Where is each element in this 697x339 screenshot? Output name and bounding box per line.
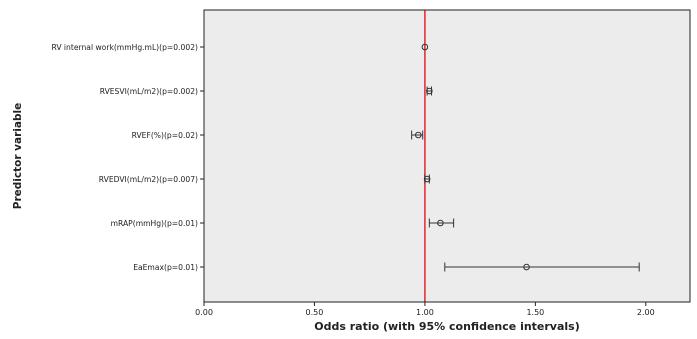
plot-border: [203, 9, 691, 303]
x-tick-label: 2.00: [637, 308, 655, 317]
odds-ratio-point: [421, 43, 429, 51]
predictor-row: [423, 174, 431, 184]
predictor-label: RVEF(%)(p=0.02): [132, 131, 198, 140]
predictor-label: EaEmax(p=0.01): [133, 263, 198, 272]
odds-ratio-point: [414, 131, 422, 139]
odds-ratio-point: [523, 263, 530, 271]
y-axis-title: Predictor variable: [12, 103, 24, 209]
predictor-label: RVEDVI(mL/m2)(p=0.007): [99, 175, 198, 184]
predictor-row: [444, 262, 640, 272]
odds-ratio-point: [426, 87, 433, 95]
x-tick-label: 1.00: [416, 308, 434, 317]
odds-ratio-point: [437, 219, 444, 227]
predictor-label: RVESVI(mL/m2)(p=0.002): [100, 87, 198, 96]
predictor-row: [421, 43, 429, 51]
x-tick-label: 0.50: [306, 308, 324, 317]
x-tick-label: 1.50: [526, 308, 544, 317]
x-tick-label: 0.00: [195, 308, 213, 317]
odds-ratio-point: [423, 175, 431, 183]
predictor-label: mRAP(mmHg)(p=0.01): [111, 219, 198, 228]
predictor-row: [426, 86, 433, 96]
predictor-row: [428, 218, 455, 228]
x-axis-title: Odds ratio (with 95% confidence interval…: [314, 320, 580, 333]
plot-background: [204, 10, 690, 302]
predictor-row: [411, 130, 424, 140]
predictor-label: RV internal work(mmHg.mL)(p=0.002): [51, 43, 198, 52]
